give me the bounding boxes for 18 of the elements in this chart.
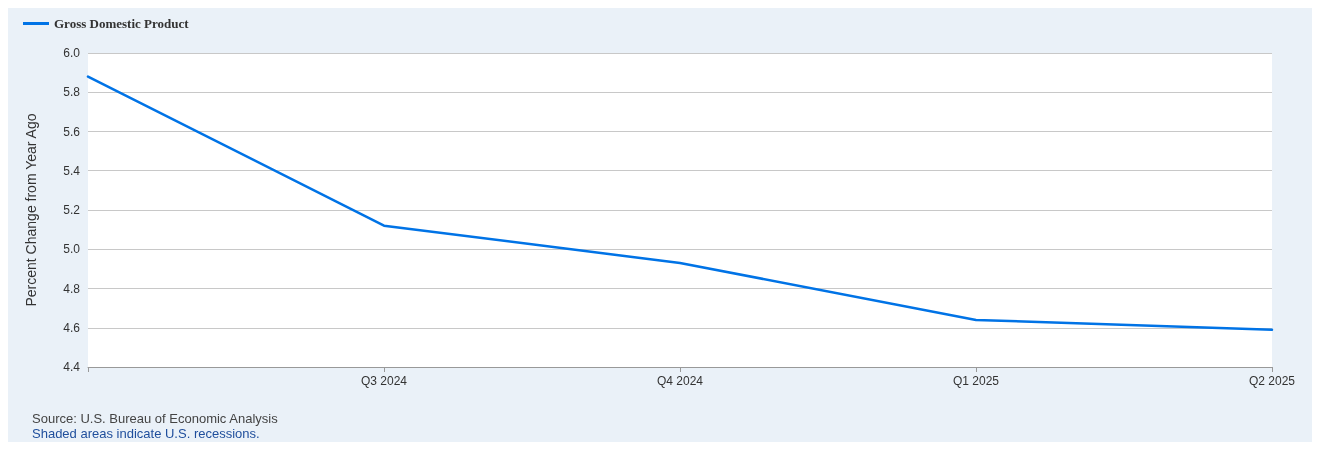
y-tick-label: 4.8 [63, 281, 81, 296]
line-series [86, 75, 1274, 331]
y-tick-label: 5.0 [63, 242, 81, 257]
y-tick-label: 4.6 [63, 320, 81, 335]
x-tick-label: Q3 2024 [360, 374, 408, 388]
y-tick-label: 5.4 [63, 163, 81, 178]
x-tick-label: Q2 2025 [1248, 374, 1296, 388]
y-axis-title: Percent Change from Year Ago [23, 113, 39, 307]
x-tick-label: Q1 2025 [952, 374, 1000, 388]
text: Shaded areas indicate U.S. recessions. [32, 426, 260, 441]
source-note: Source: U.S. Bureau of Economic Analysis [32, 411, 279, 426]
legend-label: Gross Domestic Product [54, 16, 190, 31]
y-tick-label: 6.0 [63, 46, 81, 60]
y-tick-label: 5.6 [63, 124, 81, 139]
y-tick-label: 5.2 [63, 203, 81, 217]
y-tick-label: 4.4 [63, 360, 81, 374]
y-tick-label: 5.8 [63, 85, 81, 100]
x-tick-label: Q4 2024 [656, 374, 704, 388]
